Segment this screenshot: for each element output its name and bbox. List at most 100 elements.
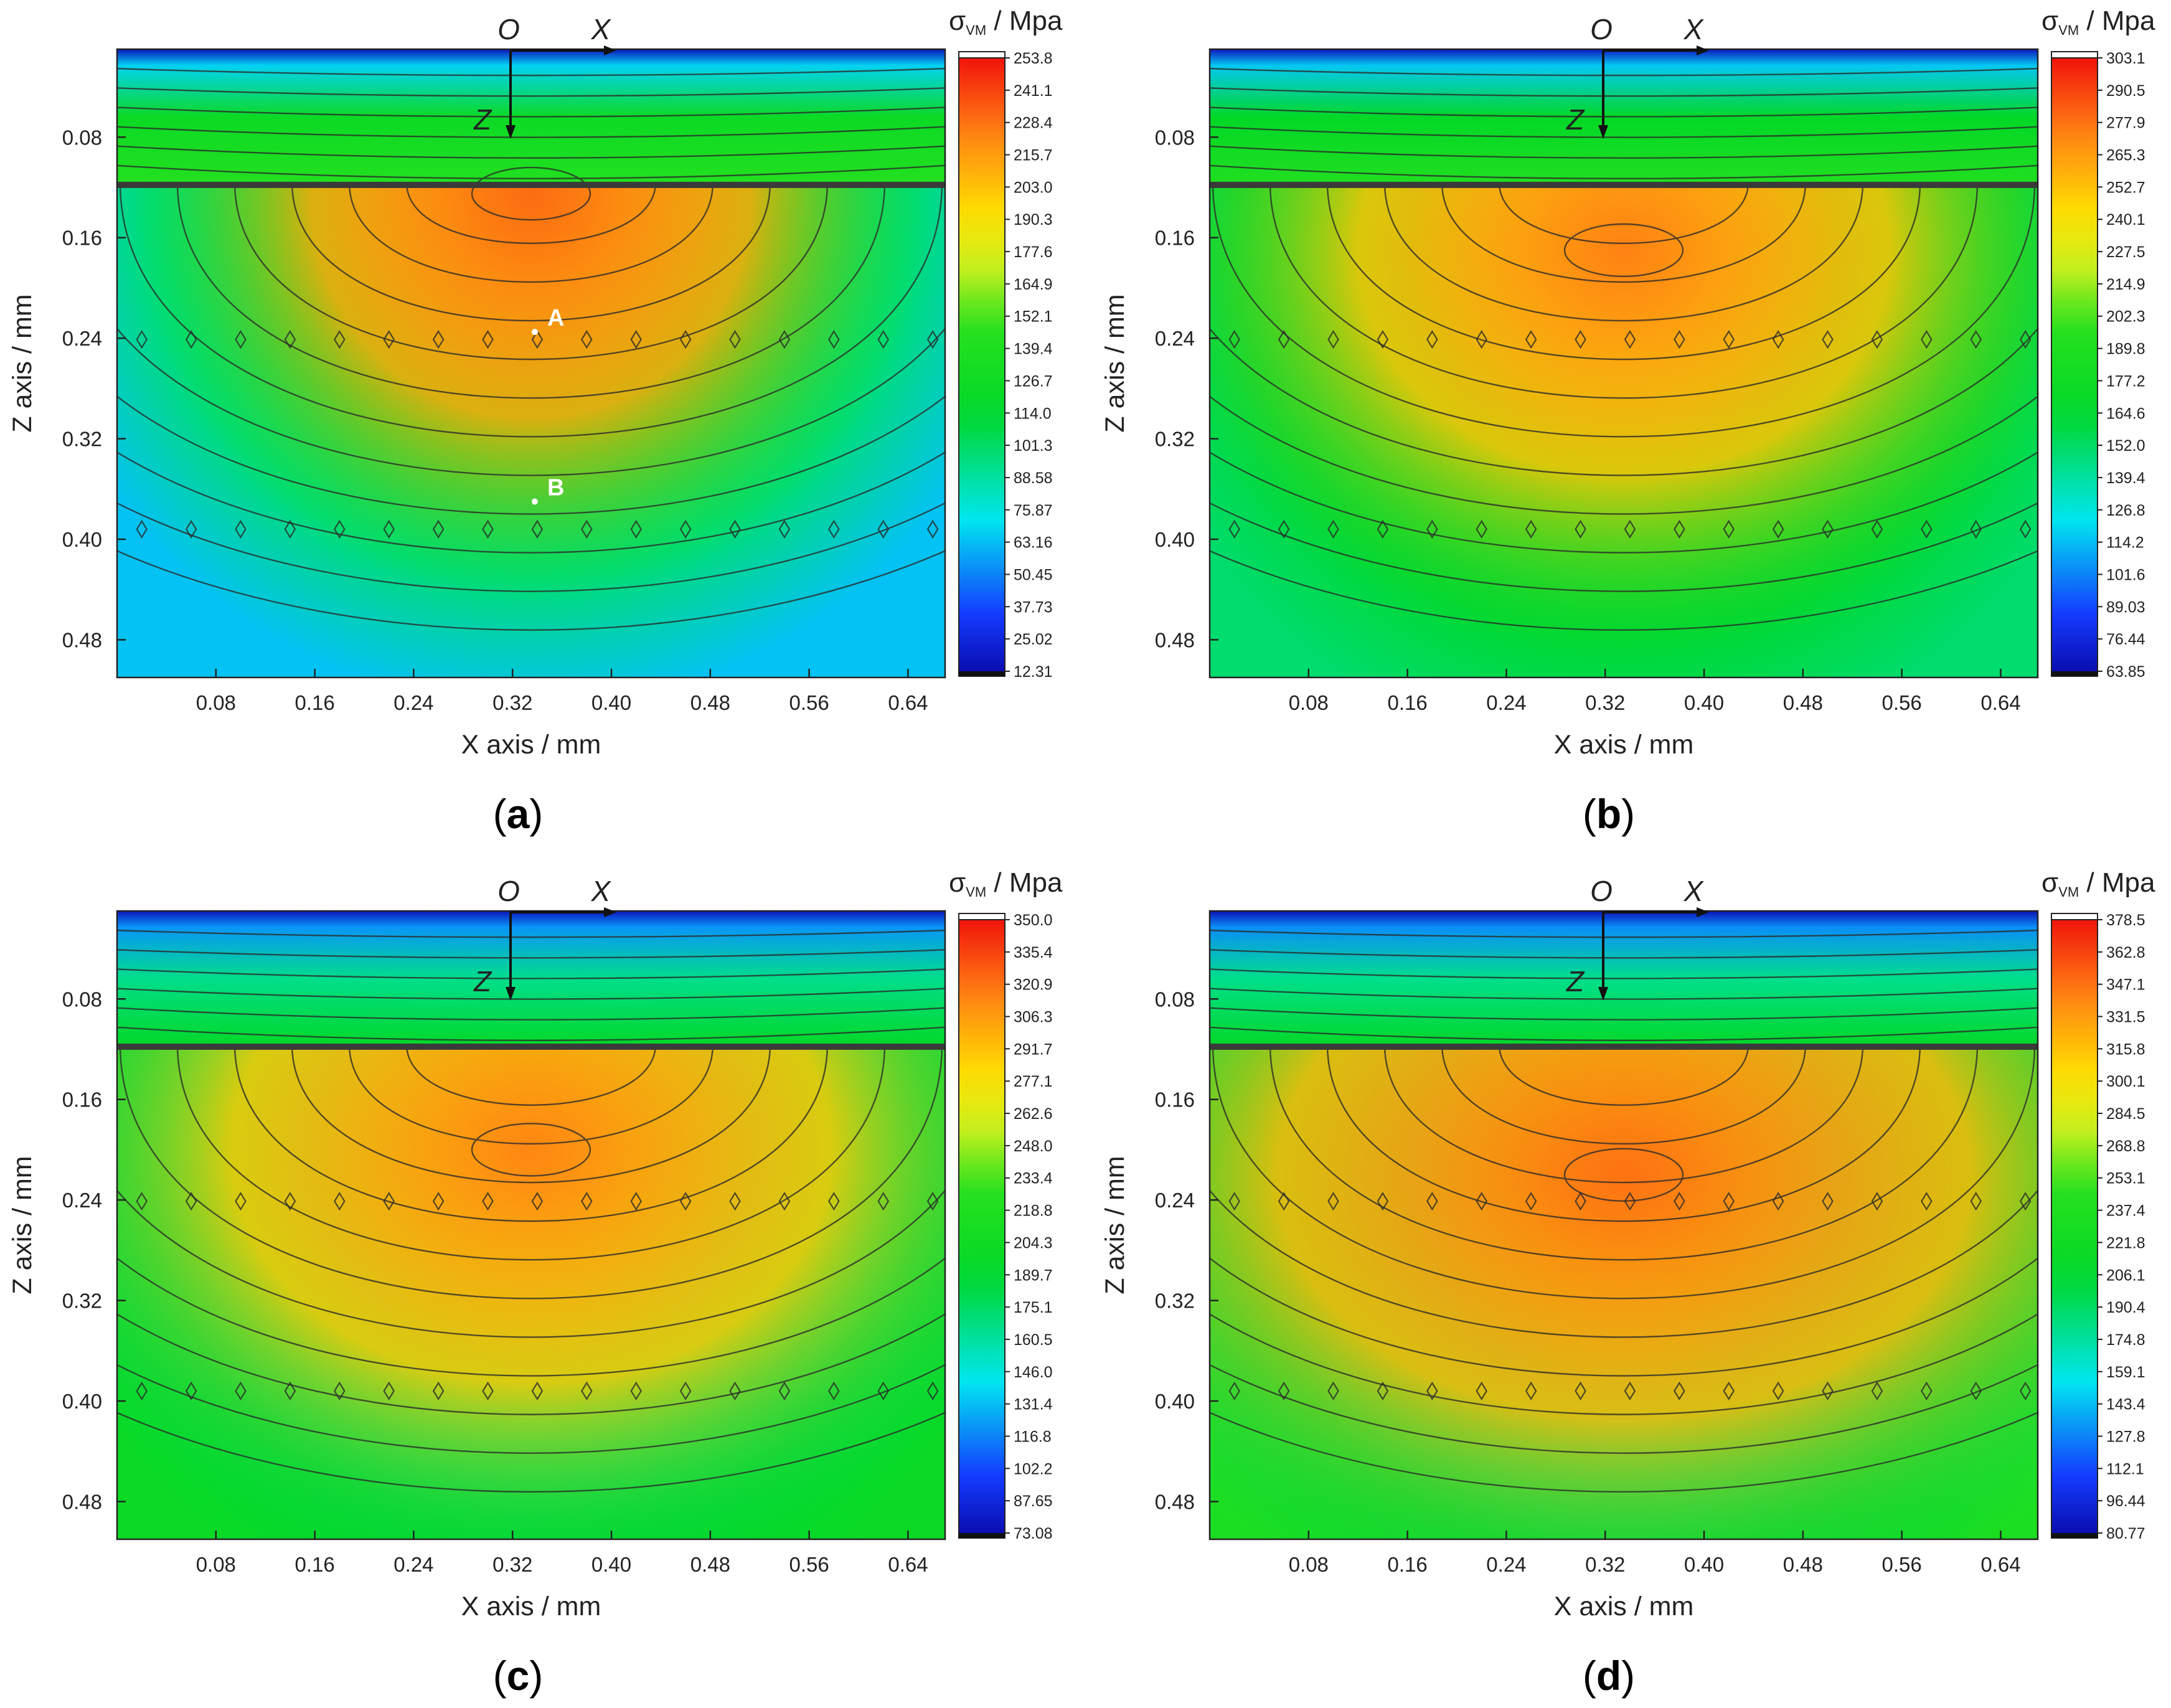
contour-line bbox=[1210, 145, 2038, 159]
plot-area bbox=[1210, 911, 2038, 1539]
panel-tag-letter: a bbox=[507, 791, 530, 837]
y-tick-label: 0.16 bbox=[1155, 1088, 1195, 1111]
interface-marker bbox=[1377, 1192, 1389, 1211]
interface-marker bbox=[1278, 330, 1290, 349]
interface-marker bbox=[1426, 330, 1438, 349]
contour-line bbox=[117, 550, 945, 631]
interface-marker bbox=[383, 519, 395, 539]
interface-marker bbox=[1525, 1192, 1537, 1211]
contour-line bbox=[1210, 67, 2038, 77]
colorbar-title: σVM / Mpa bbox=[2041, 867, 2155, 900]
panel-c: 0.08 0.16 0.24 0.32 0.40 0.48 0.56 0.64 0.08 0.16… bbox=[7, 867, 1063, 1699]
contour-line bbox=[1212, 182, 2036, 438]
colorbar-title-symbol: σ bbox=[949, 867, 966, 898]
contour-line bbox=[117, 1026, 945, 1041]
panel-d: 0.08 0.16 0.24 0.32 0.40 0.48 0.56 0.64 0.08 0.16… bbox=[1100, 867, 2155, 1699]
contour-line bbox=[1210, 451, 2038, 554]
y-tick-label: 0.48 bbox=[62, 628, 102, 651]
interface-marker bbox=[284, 330, 296, 349]
interface-marker bbox=[1624, 1192, 1636, 1211]
interface-marker bbox=[828, 1192, 840, 1211]
interface-marker bbox=[432, 519, 445, 539]
y-tick-label: 0.40 bbox=[1155, 1390, 1195, 1413]
interface-marker bbox=[1822, 330, 1834, 349]
contour-line bbox=[1441, 182, 1807, 283]
interface-marker bbox=[729, 330, 741, 349]
contour-line bbox=[348, 182, 714, 283]
interface-marker bbox=[1228, 1192, 1240, 1211]
coord-x-arrowhead bbox=[604, 907, 616, 917]
contour-line bbox=[1563, 1148, 1684, 1202]
contour-line bbox=[1210, 106, 2038, 118]
interface-marker bbox=[185, 519, 197, 539]
x-tick-label: 0.40 bbox=[1684, 1553, 1724, 1576]
y-tick-label: 0.32 bbox=[62, 1290, 102, 1313]
coord-origin-label: O bbox=[497, 13, 520, 45]
x-tick-label: 0.08 bbox=[1289, 1553, 1329, 1576]
colorbar-tick-label: 218.8 bbox=[1014, 1202, 1053, 1220]
interface-marker bbox=[778, 1192, 791, 1211]
interface-marker bbox=[136, 519, 148, 539]
point-marker-b bbox=[531, 498, 538, 505]
contour-line bbox=[1210, 327, 2038, 476]
colorbar-tick-label: 114.2 bbox=[2106, 534, 2144, 552]
x-tick-label: 0.48 bbox=[690, 691, 730, 714]
layer-boundary-line bbox=[117, 181, 945, 188]
coord-z-arrowhead bbox=[506, 125, 516, 139]
contour-line bbox=[117, 968, 945, 979]
colorbar-tick-label: 175.1 bbox=[1014, 1299, 1053, 1316]
colorbar-tick-label: 315.8 bbox=[2106, 1040, 2145, 1058]
contour-line bbox=[117, 1313, 945, 1415]
x-tick-label: 0.32 bbox=[1585, 691, 1625, 714]
contour-line bbox=[471, 166, 591, 221]
colorbar-tick-label: 233.4 bbox=[1014, 1170, 1053, 1187]
colorbar-max-cap bbox=[958, 51, 1005, 59]
contour-line bbox=[1210, 1412, 2038, 1493]
y-axis-title: Z axis / mm bbox=[7, 1156, 37, 1294]
panel-tag-c: (c) bbox=[493, 1653, 544, 1699]
coord-z-arrowhead bbox=[506, 987, 516, 1001]
layer-boundary-line bbox=[117, 1043, 945, 1050]
colorbar-tick-label: 277.9 bbox=[2106, 115, 2145, 132]
y-tick-label: 0.32 bbox=[62, 428, 102, 451]
colorbar bbox=[958, 51, 1005, 677]
colorbar-tick-label: 277.1 bbox=[1014, 1073, 1053, 1090]
y-tick-label: 0.24 bbox=[62, 327, 102, 350]
contour-lines bbox=[1210, 67, 2038, 631]
interface-marker bbox=[1624, 1381, 1636, 1400]
colorbar-tick-label: 177.6 bbox=[1014, 243, 1053, 261]
interface-marker bbox=[235, 519, 247, 539]
interface-marker bbox=[1871, 1192, 1883, 1211]
colorbar-tick-label: 206.1 bbox=[2106, 1267, 2145, 1284]
coord-z-label: Z bbox=[1566, 965, 1585, 998]
y-tick-label: 0.48 bbox=[1155, 1490, 1195, 1513]
contour-line bbox=[1210, 1313, 2038, 1415]
colorbar-tick-label: 347.1 bbox=[2106, 976, 2145, 994]
interface-marker bbox=[1327, 519, 1339, 539]
x-tick-label: 0.64 bbox=[888, 691, 928, 714]
colorbar-min-cap bbox=[959, 1533, 1005, 1538]
contour-line bbox=[348, 1044, 714, 1145]
interface-marker bbox=[284, 519, 296, 539]
interface-marker bbox=[1575, 1381, 1586, 1400]
colorbar-tick-label: 37.73 bbox=[1014, 598, 1053, 616]
interface-marker bbox=[235, 1192, 247, 1211]
colorbar-min-cap bbox=[2051, 1533, 2098, 1538]
contour-line bbox=[1210, 1026, 2038, 1041]
interface-marker bbox=[1970, 1381, 1982, 1400]
x-tick-label: 0.08 bbox=[196, 691, 236, 714]
interface-marker bbox=[334, 330, 346, 349]
interface-marker bbox=[1426, 1192, 1438, 1211]
contour-line bbox=[117, 164, 945, 179]
colorbar-tick-label: 88.58 bbox=[1014, 469, 1053, 487]
colorbar-tick-label: 116.8 bbox=[1014, 1428, 1052, 1445]
interface-marker bbox=[1476, 519, 1488, 539]
interface-marker bbox=[1723, 1192, 1735, 1211]
interface-marker bbox=[679, 1192, 692, 1211]
colorbar-tick-label: 335.4 bbox=[1014, 944, 1053, 961]
x-axis-title: X axis / mm bbox=[461, 730, 601, 760]
interface-markers bbox=[1228, 1192, 2032, 1400]
colorbar-tick-label: 331.5 bbox=[2106, 1009, 2145, 1026]
x-tick-label: 0.48 bbox=[1783, 1553, 1823, 1576]
interface-marker bbox=[1871, 1381, 1883, 1400]
